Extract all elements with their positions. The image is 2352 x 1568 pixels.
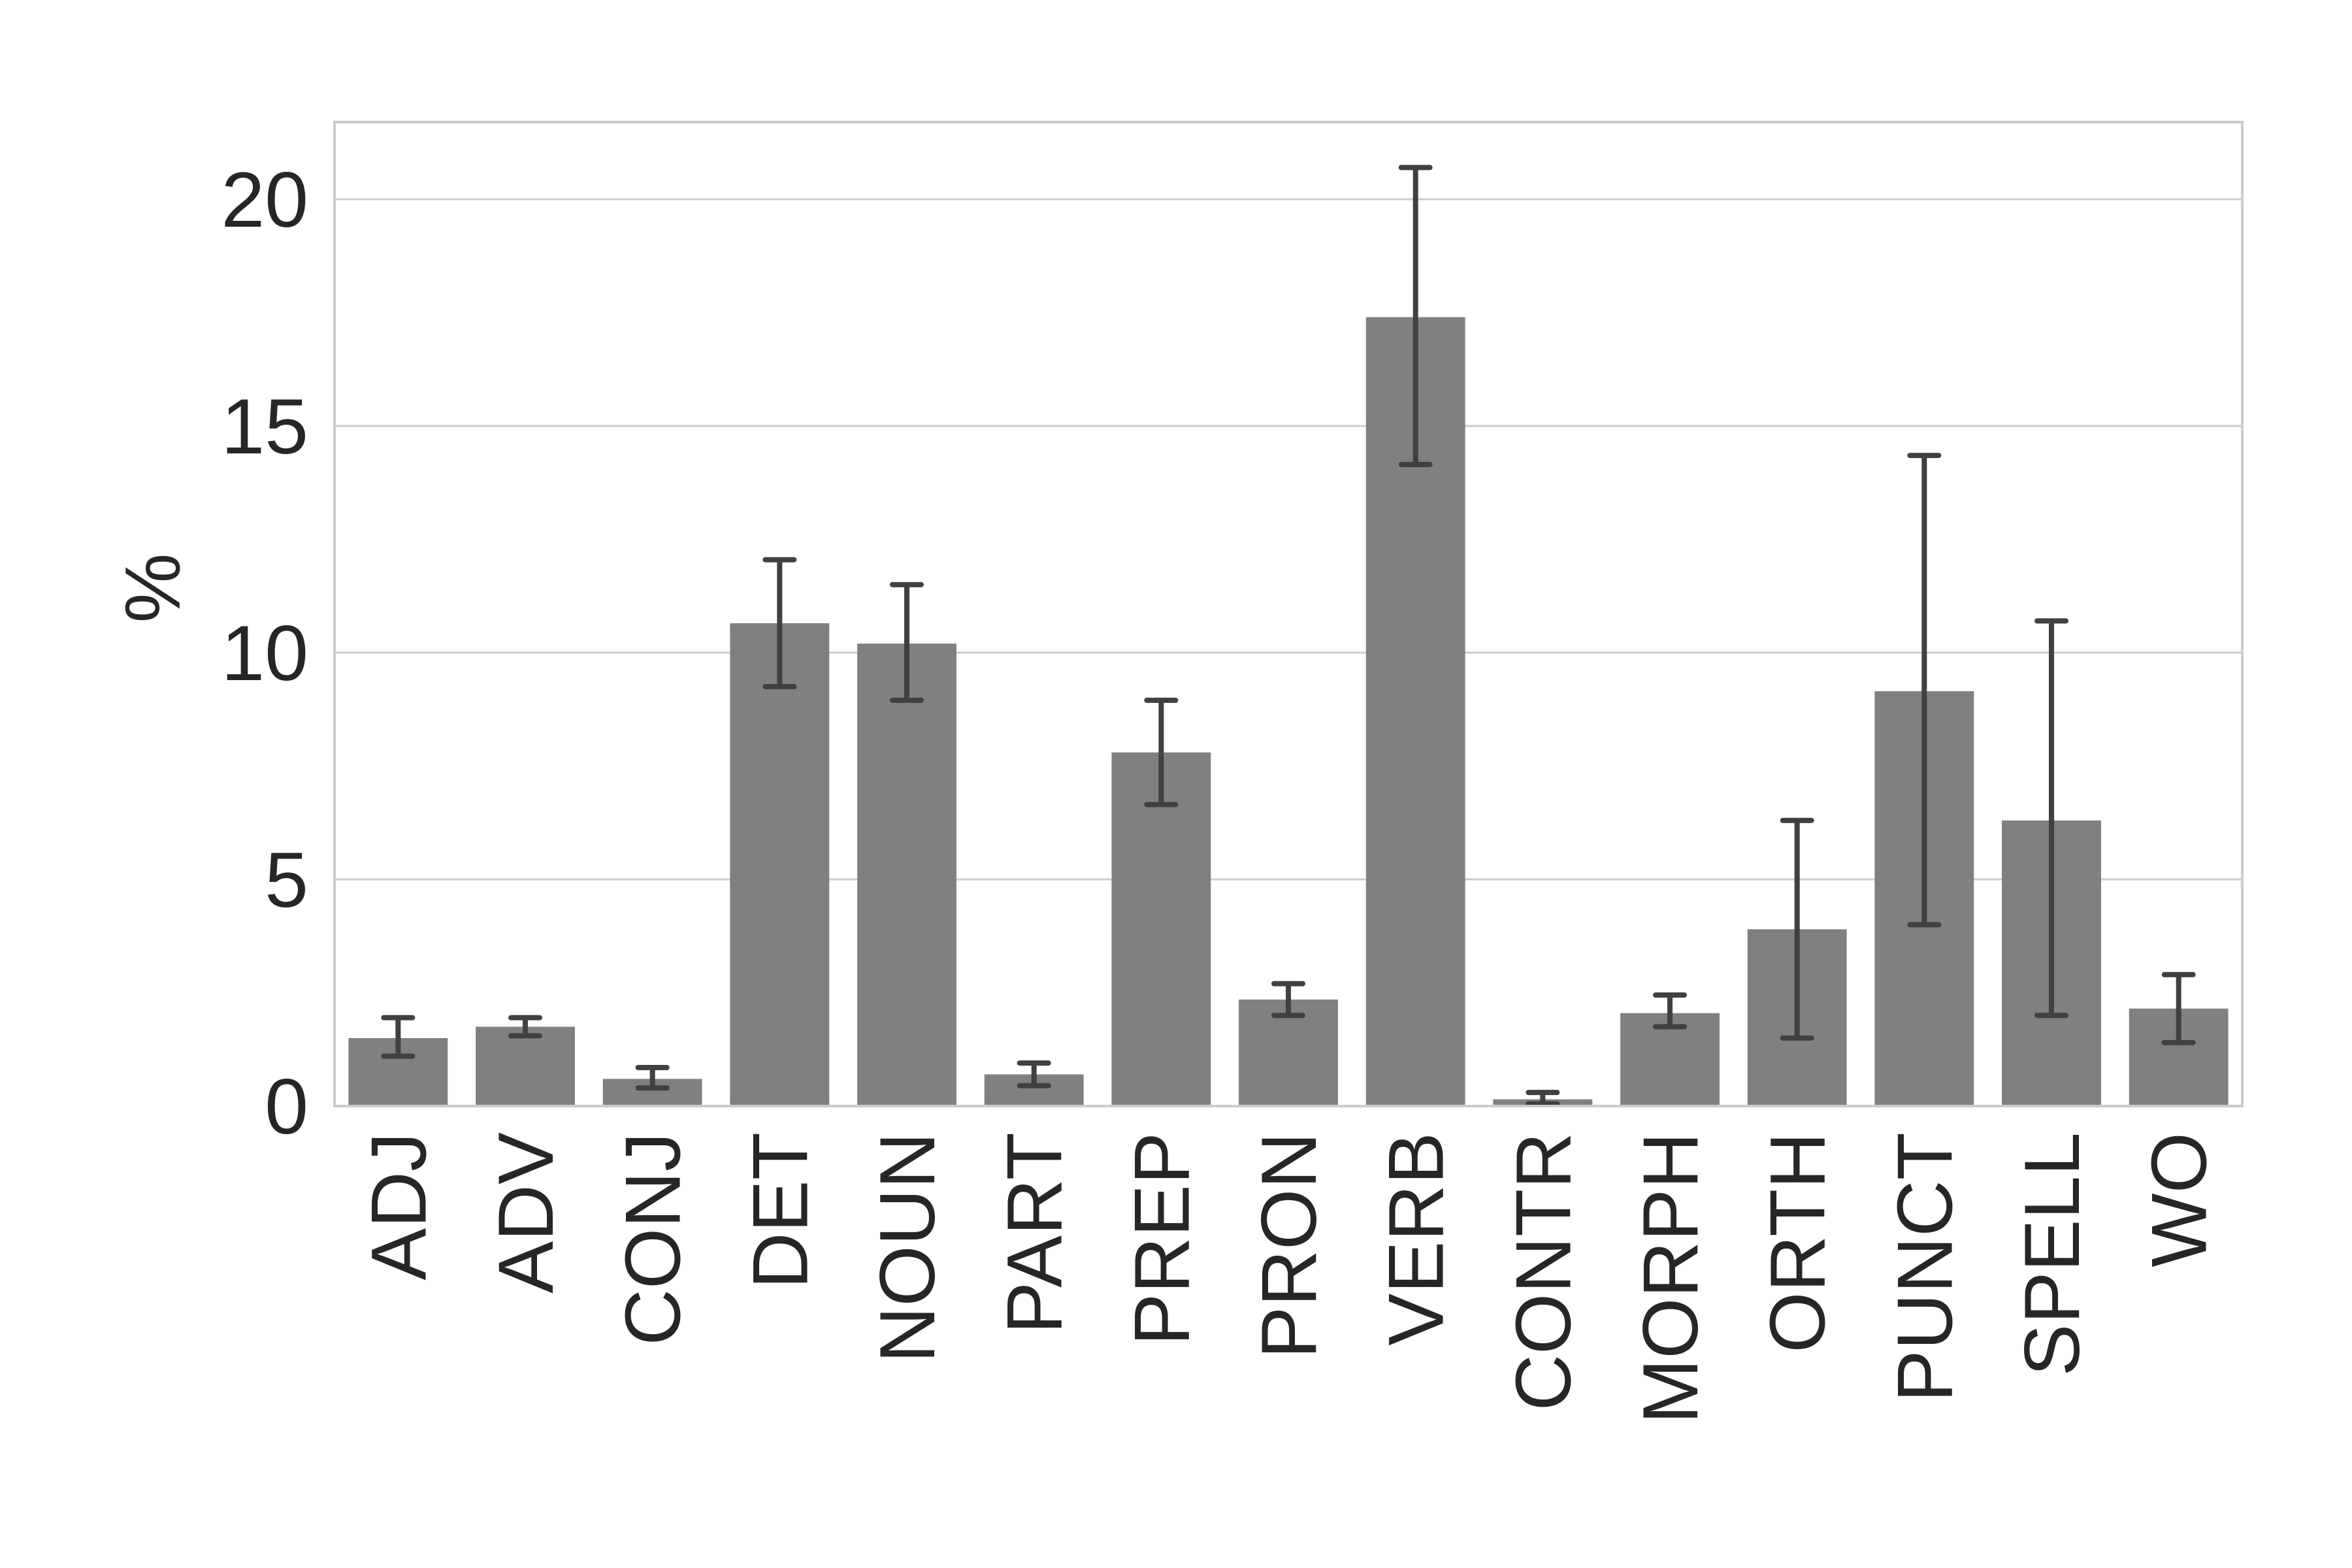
- x-tick-label: ADV: [482, 1132, 570, 1294]
- error-bar-layer: [381, 165, 2196, 1107]
- x-tick-label: NOUN: [864, 1132, 951, 1363]
- y-axis-title: %: [109, 553, 197, 623]
- x-tick-labels: ADJ ADV CONJ DET NOUN PART PREP PRON VERB CONTR MO…: [355, 1132, 2223, 1424]
- plot-frame: [333, 121, 2244, 1107]
- x-tick-label: ORTH: [1754, 1132, 1842, 1353]
- x-tick-label: DET: [736, 1132, 824, 1289]
- y-tick-label: 5: [265, 836, 308, 924]
- y-tick-label: 10: [221, 610, 308, 697]
- x-tick-label: VERB: [1373, 1132, 1460, 1346]
- y-tick-label: 20: [221, 156, 308, 244]
- x-tick-label: PART: [991, 1132, 1079, 1334]
- bar: [476, 1026, 575, 1106]
- x-tick-label: WO: [2136, 1132, 2223, 1267]
- x-tick-label: CONJ: [610, 1132, 697, 1346]
- x-tick-label: CONTR: [1499, 1132, 1587, 1411]
- bar: [1111, 752, 1211, 1106]
- y-tick-label: 0: [265, 1063, 308, 1151]
- bar: [730, 623, 830, 1106]
- x-tick-label: PRON: [1245, 1132, 1333, 1359]
- y-tick-labels: 0 5 10 15 20: [221, 156, 308, 1151]
- x-tick-label: ADJ: [355, 1132, 442, 1281]
- x-tick-label: PREP: [1118, 1132, 1205, 1346]
- bar: [857, 644, 956, 1106]
- x-tick-label: PUNCT: [1881, 1132, 1968, 1402]
- x-tick-label: SPELL: [2008, 1132, 2096, 1377]
- x-tick-label: MORPH: [1627, 1132, 1714, 1424]
- y-tick-label: 15: [221, 383, 308, 470]
